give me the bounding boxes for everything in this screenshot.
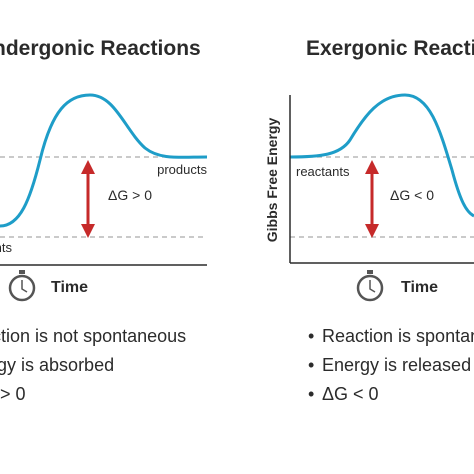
delta-g-label: ΔG < 0: [390, 187, 434, 203]
x-axis-label: Time: [51, 279, 88, 296]
energy-curve: [289, 93, 474, 218]
bullet: ΔG > 0: [0, 384, 26, 404]
stopwatch-icon: [356, 270, 384, 302]
panel-endergonic: Endergonic Reactions products reactants …: [0, 37, 207, 404]
arrow-head: [81, 160, 95, 174]
bullet: Reaction is spontaneous: [322, 326, 474, 346]
x-axis-label: Time: [401, 279, 438, 296]
bullet: ΔG < 0: [322, 384, 379, 404]
stopwatch-icon: [8, 270, 36, 302]
delta-g-label: ΔG > 0: [108, 187, 152, 203]
y-axis-label: Gibbs Free Energy: [264, 118, 280, 243]
level-label: reactants: [0, 240, 12, 255]
bullet-dot: •: [308, 355, 314, 375]
bullet-dot: •: [308, 384, 314, 404]
bullet: Energy is released: [322, 355, 471, 375]
level-label: reactants: [296, 164, 350, 179]
bullet-dot: •: [308, 326, 314, 346]
arrow-head: [365, 160, 379, 174]
energy-curve: [0, 93, 208, 228]
panel-title: Exergonic Reactions: [306, 37, 474, 60]
panel-title: Endergonic Reactions: [0, 37, 201, 60]
arrow-head: [365, 224, 379, 238]
level-label: products: [157, 162, 207, 177]
bullet: Reaction is not spontaneous: [0, 326, 186, 346]
panel-exergonic: Exergonic Reactions Gibbs Free Energy re…: [264, 37, 474, 404]
arrow-head: [81, 224, 95, 238]
bullet: Energy is absorbed: [0, 355, 114, 375]
